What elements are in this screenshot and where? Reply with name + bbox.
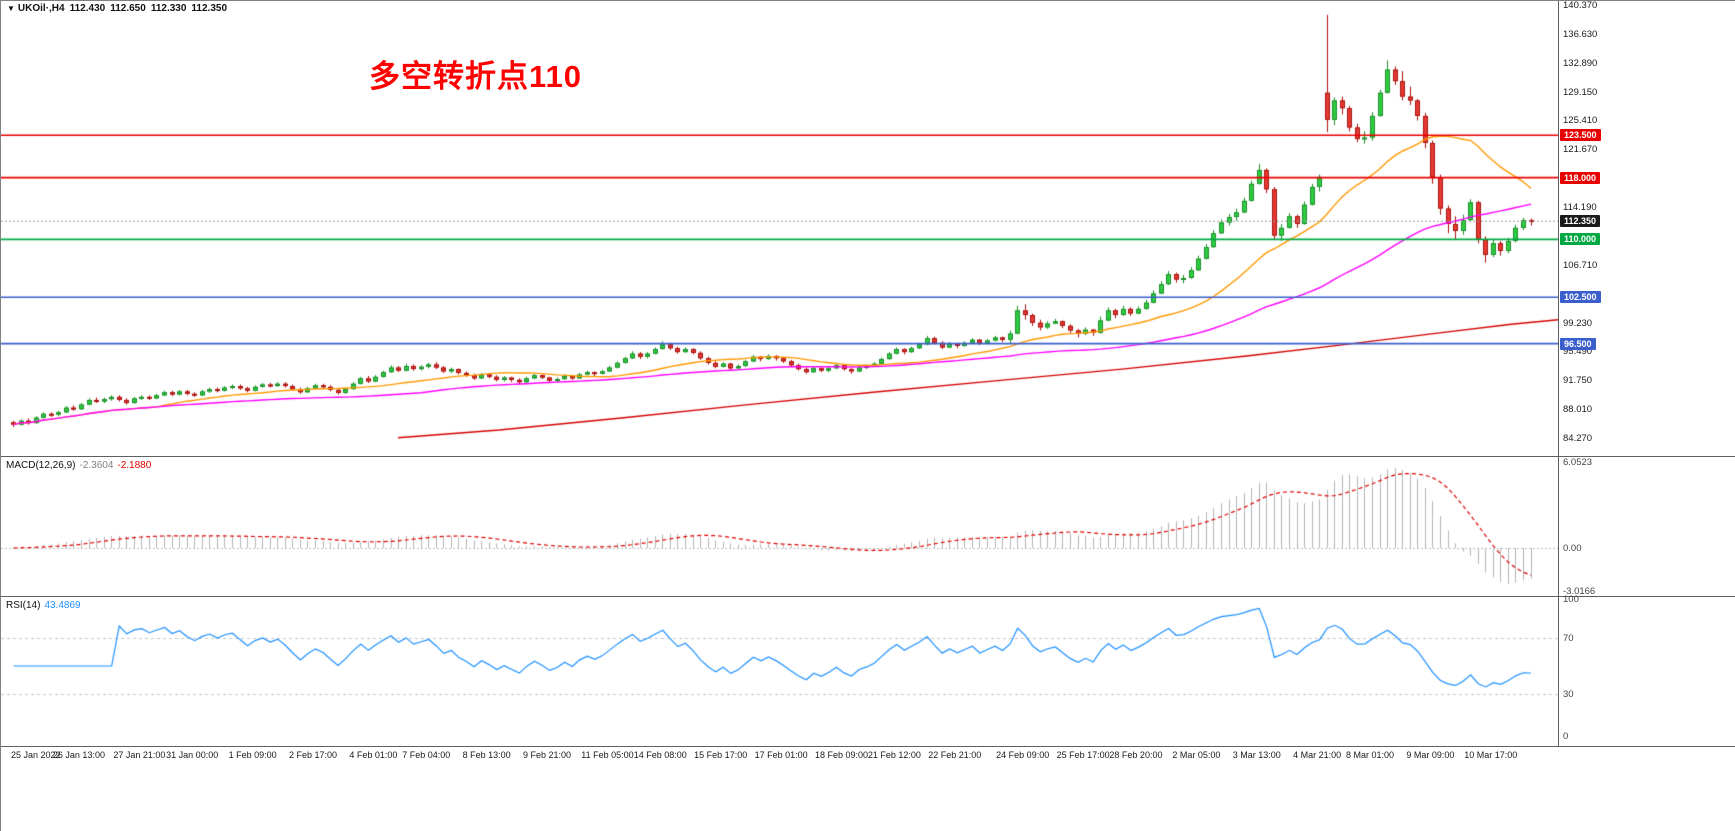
rsi-indicator-canvas[interactable] [1,597,1558,746]
macd-scale-label: 6.0523 [1563,456,1593,468]
time-axis-label: 3 Mar 13:00 [1232,750,1281,760]
price-axis-label: 84.270 [1563,433,1593,444]
macd-scale-label: 0.00 [1563,543,1582,554]
price-axis-label: 140.370 [1563,0,1598,11]
time-axis-label: 8 Feb 13:00 [462,750,511,760]
macd-indicator-canvas[interactable] [1,457,1558,597]
price-axis-label: 132.890 [1563,57,1598,69]
macd-indicator-label: MACD(12,26,9) -2.3604 -2.1880 [6,460,151,471]
time-axis-label: 9 Feb 21:00 [523,750,572,760]
time-axis-label: 15 Feb 17:00 [694,750,748,760]
chart-annotation-text[interactable]: 多空转折点110 [369,59,583,94]
pane-separator[interactable] [1,746,1735,747]
time-axis-label: 25 Feb 17:00 [1056,750,1110,760]
high-value: 112.650 [110,3,146,14]
time-axis-label: 9 Mar 09:00 [1406,750,1455,760]
price-axis-label: 121.670 [1563,144,1598,156]
macd-title: MACD(12,26,9) [6,460,76,471]
rsi-indicator-label: RSI(14) 43.4869 [6,600,81,611]
time-axis-label: 24 Feb 09:00 [996,750,1050,760]
time-axis-label: 2 Feb 17:00 [288,750,338,760]
pane-separator[interactable] [1,596,1735,597]
rsi-scale-label: 0 [1563,731,1569,742]
symbol-timeframe-label: UKOil·,H4 [17,3,65,14]
time-axis-label: 26 Jan 13:00 [52,750,105,760]
rsi-value: 43.4869 [44,600,81,611]
rsi-scale-label: 30 [1563,689,1574,700]
price-level-badge: 110.000 [1560,233,1601,246]
price-axis-label: 99.230 [1563,317,1593,329]
time-axis-label: 17 Feb 01:00 [754,750,808,760]
price-level-badge: 96.500 [1560,337,1596,350]
chart-dropdown-icon[interactable]: ▼ [7,4,15,13]
time-axis-label: 27 Jan 21:00 [113,750,166,760]
time-axis-label: 14 Feb 08:00 [633,750,687,760]
price-level-badge: 118.000 [1560,171,1601,184]
price-axis-label: 106.710 [1563,259,1598,271]
close-value: 112.350 [191,3,228,14]
macd-scale-label: -3.0166 [1563,585,1596,597]
price-axis-label: 114.190 [1563,202,1597,214]
price-level-badge: 102.500 [1560,291,1601,304]
time-axis-label: 22 Feb 21:00 [928,750,982,760]
rsi-title: RSI(14) [6,600,41,611]
price-axis-label: 91.750 [1563,375,1593,387]
price-axis-label: 95.490 [1563,346,1593,358]
time-axis-label: 21 Feb 12:00 [867,750,921,760]
time-axis-label: 1 Feb 09:00 [228,750,277,760]
price-axis-border [1558,1,1559,746]
time-axis-label: 4 Feb 01:00 [349,750,398,760]
macd-signal-value: -2.1880 [117,460,152,471]
time-axis-label: 7 Feb 04:00 [402,750,451,760]
rsi-scale-label: 70 [1563,633,1574,644]
time-axis[interactable]: 25 Jan 2022 26 Jan 13:00 27 Jan 21:00 31 Ja… [1,747,1735,764]
chart-ohlc-info: ▼ UKOil·,H4 112.430 112.650 112.330 112.350 [7,3,232,14]
time-axis-label: 4 Mar 21:00 [1293,750,1342,760]
current-price-badge: 112.350 [1560,215,1601,228]
price-chart-canvas[interactable] [1,1,1558,456]
open-value: 112.430 [69,3,106,14]
price-level-badge: 123.500 [1560,129,1601,142]
price-axis-label: 88.010 [1563,404,1593,416]
time-axis-label: 10 Mar 17:00 [1464,750,1518,760]
price-axis-label: 136.630 [1563,28,1598,40]
price-axis[interactable]: 140.370 136.630 132.890 129.150 125.410 121.6… [1559,0,1735,746]
pane-separator[interactable] [1,456,1735,457]
time-axis-label: 31 Jan 00:00 [166,750,219,760]
time-axis-label: 11 Feb 05:00 [581,750,634,760]
time-axis-label: 18 Feb 09:00 [814,750,869,760]
low-value: 112.330 [150,3,187,14]
macd-main-value: -2.3604 [79,460,114,471]
rsi-scale-label: 100 [1563,594,1579,605]
time-axis-label: 28 Feb 20:00 [1109,750,1163,760]
time-axis-label: 25 Jan 2022 [11,750,61,760]
time-axis-label: 8 Mar 01:00 [1345,750,1395,760]
price-axis-label: 125.410 [1563,115,1598,127]
price-axis-label: 129.150 [1563,86,1598,98]
time-axis-label: 2 Mar 05:00 [1172,750,1221,760]
